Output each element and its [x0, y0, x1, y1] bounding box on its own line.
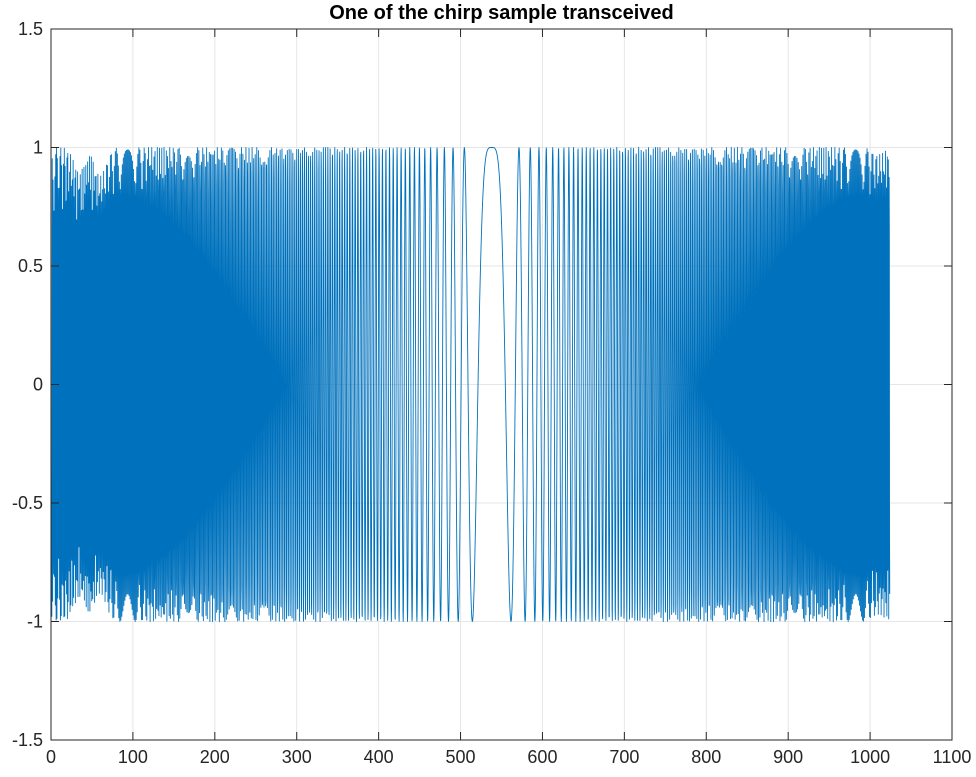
series-layer	[51, 147, 891, 622]
x-tick-label: 1000	[850, 747, 890, 767]
x-tick-label: 600	[527, 747, 557, 767]
tick-marks	[50, 28, 953, 741]
x-tick-label: 500	[446, 747, 476, 767]
y-tick-label: -0.5	[12, 493, 43, 513]
y-tick-label: 0	[33, 375, 43, 395]
x-tick-label: 100	[118, 747, 148, 767]
series-line	[51, 147, 891, 622]
y-tick-label: -1.5	[12, 730, 43, 750]
y-tick-label: 1.5	[18, 19, 43, 39]
x-tick-label: 700	[609, 747, 639, 767]
x-tick-label: 300	[282, 747, 312, 767]
y-tick-label: 1	[33, 138, 43, 158]
x-tick-label: 900	[773, 747, 803, 767]
y-tick-label: -1	[27, 612, 43, 632]
x-tick-label: 400	[364, 747, 394, 767]
x-tick-label: 800	[691, 747, 721, 767]
y-tick-labels: -1.5 -1 -0.5 0 0.5 1 1.5	[12, 19, 43, 750]
x-tick-labels: 0 100 200 300 400 500 600 700 800 900 1000 1100	[46, 747, 971, 767]
x-tick-label: 0	[46, 747, 56, 767]
x-tick-label: 200	[200, 747, 230, 767]
chart-title: One of the chirp sample transceived	[329, 2, 674, 24]
y-tick-label: 0.5	[18, 256, 43, 276]
x-tick-label: 1100	[933, 747, 972, 767]
